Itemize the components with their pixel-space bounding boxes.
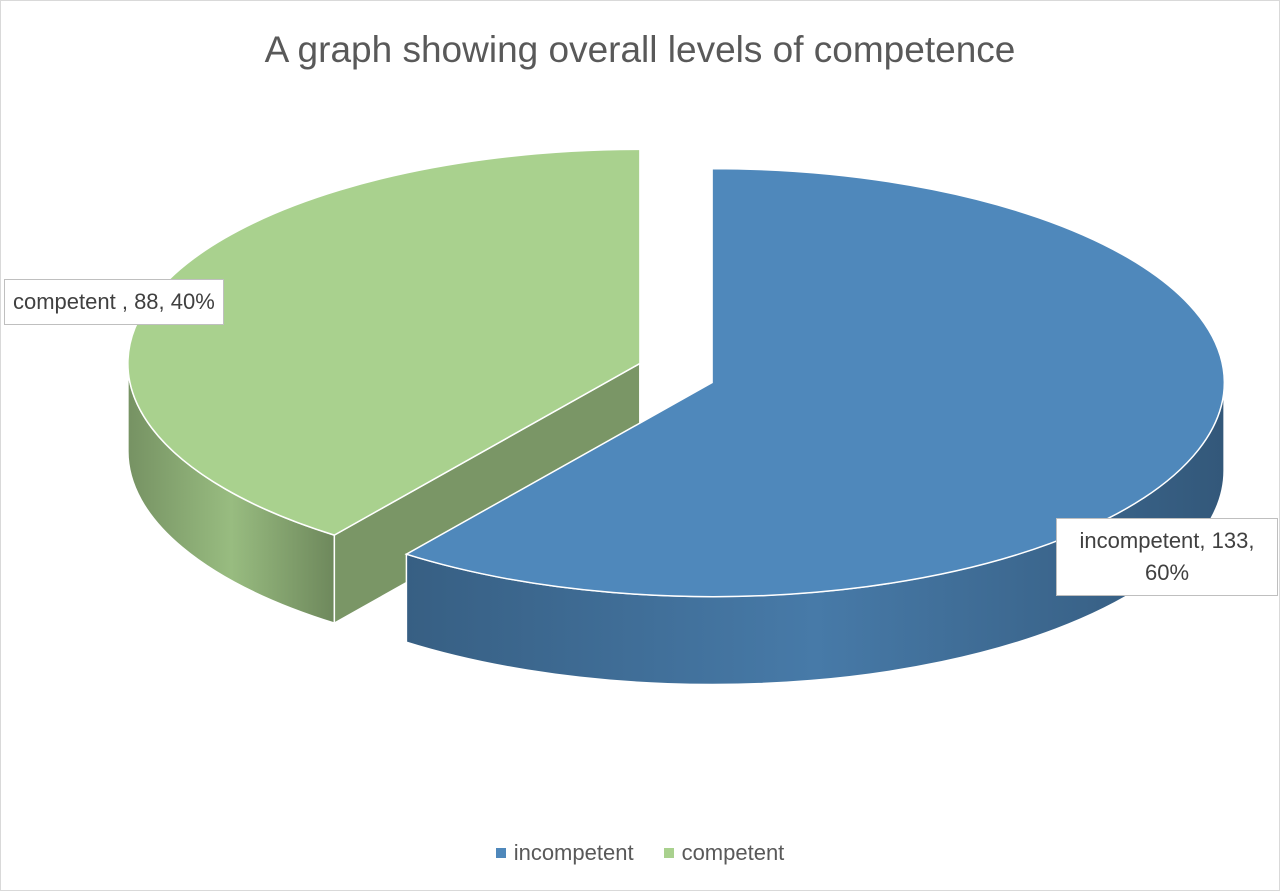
legend-key [663, 848, 674, 858]
legend-label: incompetent [513, 840, 634, 865]
data-label: competent , 88, 40% [4, 279, 224, 325]
legend-item: competent [663, 840, 785, 866]
legend-label: competent [681, 840, 785, 865]
data-label: incompetent, 133, 60% [1056, 518, 1278, 596]
legend: incompetent competent [1, 840, 1279, 866]
chart-title: A graph showing overall levels of compet… [264, 29, 1016, 70]
slice [404, 167, 1226, 598]
legend-key [495, 848, 506, 858]
legend-item: incompetent [495, 840, 634, 866]
